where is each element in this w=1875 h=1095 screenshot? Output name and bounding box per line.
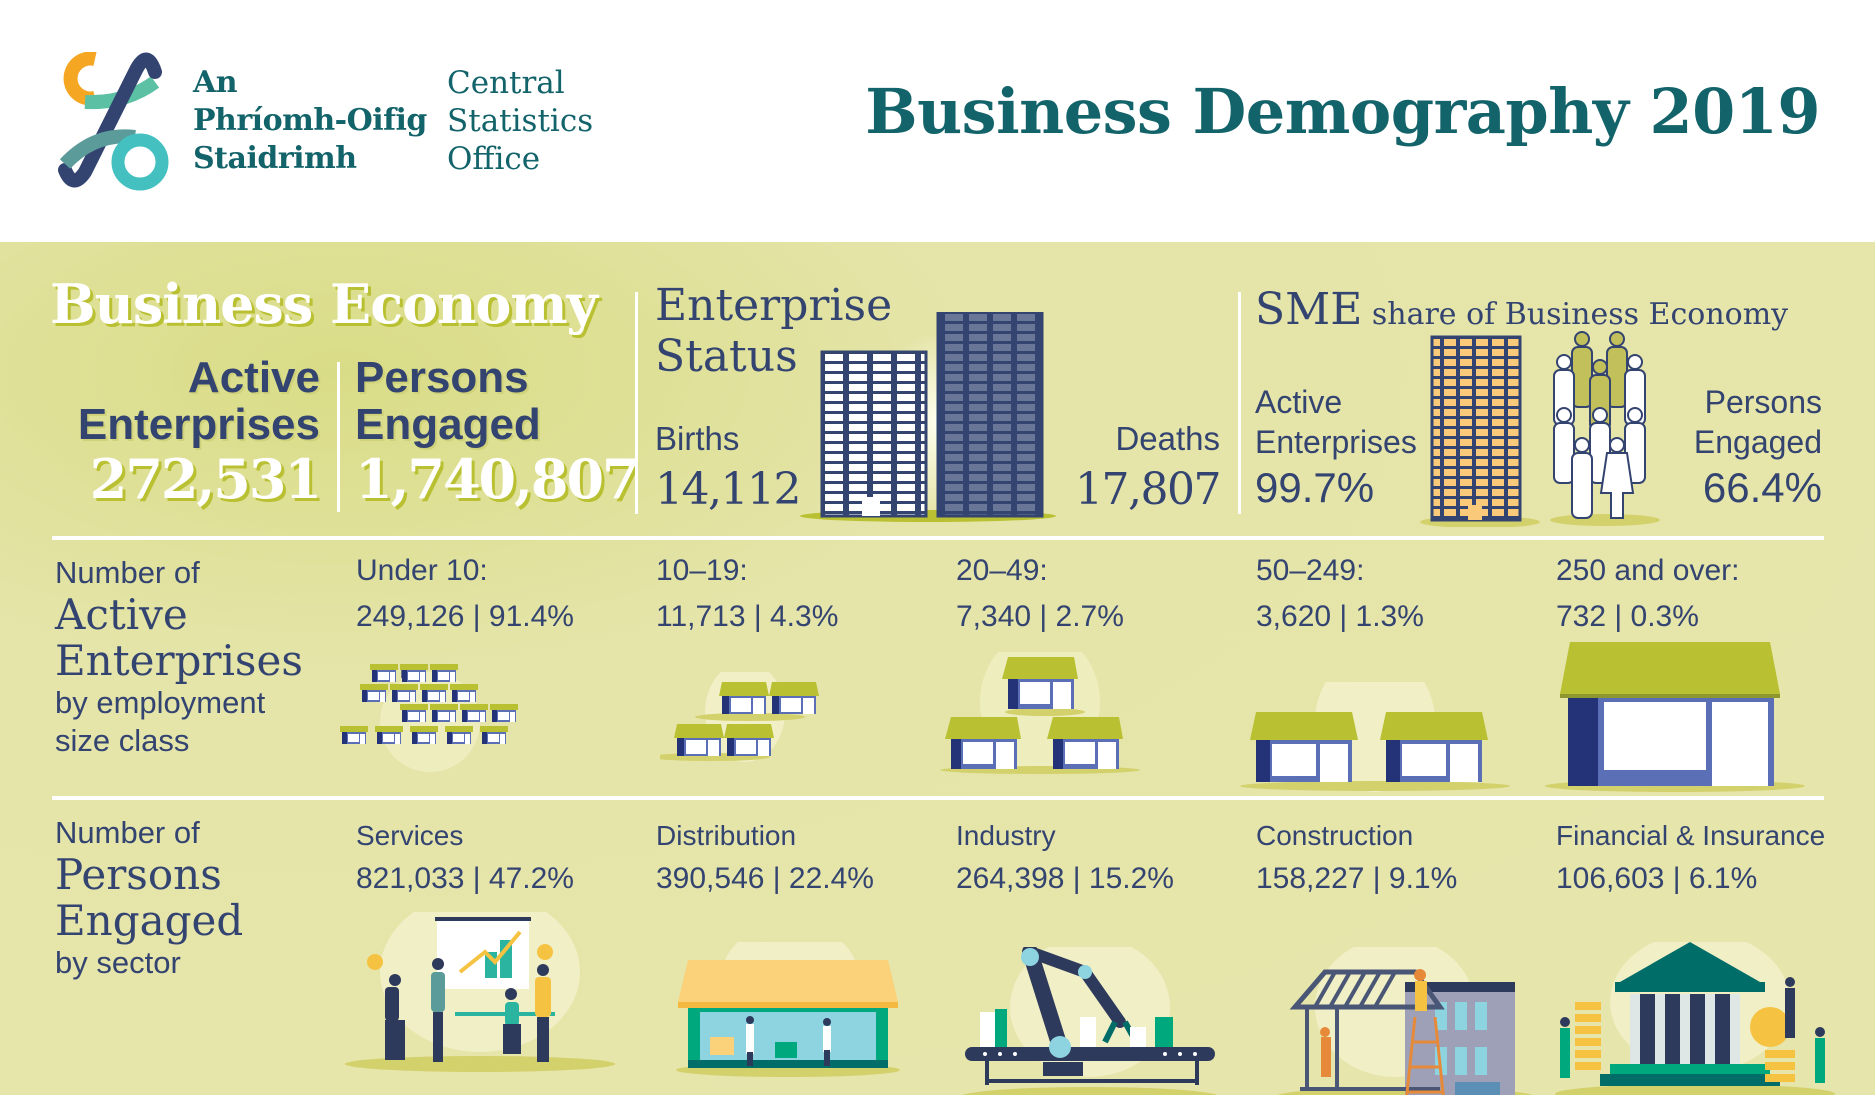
active-enterprises-value: 272,531 [89,447,322,511]
active-enterprises-total: Active Enterprises 272,531 [40,354,322,511]
sme-persons-engaged-label: Persons Engaged [1693,384,1822,460]
distribution-store-icon [676,942,900,1077]
buildings-icon [800,312,1056,522]
small-shops-icon [340,664,518,772]
divider [1238,292,1241,514]
services-meeting-icon [345,912,615,1072]
sme-active-enterprises-label: Active Enterprises [1255,384,1417,460]
sector-distribution: Distribution 390,546 | 22.4% [656,820,874,895]
size-class-50-249: 50–249: 3,620 | 1.3% [1256,554,1424,633]
industry-robot-arm-icon [962,947,1218,1095]
cso-logo-icon [58,52,169,191]
size-class-20-49: 20–49: 7,340 | 2.7% [956,554,1124,633]
header: An Phríomh-Oifig Staidrimh Central Stati… [0,0,1875,242]
deaths-value: 17,807 [1075,464,1221,515]
size-class-under-10: Under 10: 249,126 | 91.4% [356,554,574,633]
size-class-250-over: 250 and over: 732 | 0.3% [1556,554,1740,633]
logo-irish-name: An Phríomh-Oifig Staidrimh [193,65,427,176]
births-label: Births [655,420,740,457]
sme-share-title: SME share of Business Economy [1255,284,1789,335]
construction-building-icon [1277,947,1533,1095]
births-value: 14,112 [655,464,801,515]
size-class-10-19: 10–19: 11,713 | 4.3% [656,554,839,633]
sector-industry: Industry 264,398 | 15.2% [956,820,1174,895]
divider [635,292,638,514]
sme-active-enterprises-value: 99.7% [1255,464,1375,511]
shops-20-49-icon [940,652,1140,774]
shops-50-249-icon [1240,682,1510,792]
size-class-section-title: Number of Active Enterprises by employme… [55,555,303,758]
divider [52,536,1824,540]
infographic-panel: Business Economy Active Enterprises 272,… [0,242,1875,1095]
shops-10-19-icon [660,672,819,762]
sector-section-title: Number of Persons Engaged by sector [55,815,244,980]
building-icon [1420,335,1540,527]
sector-construction: Construction 158,227 | 9.1% [1256,820,1458,895]
persons-engaged-value: 1,740,807 [355,447,640,511]
people-group-icon [1550,331,1660,526]
financial-bank-icon [1555,942,1835,1095]
enterprise-status-title: Enterprise Status [655,280,893,382]
large-shop-icon [1545,642,1805,792]
sector-services: Services 821,033 | 47.2% [356,820,574,895]
divider [52,796,1824,800]
page-title: Business Demography 2019 [865,75,1820,148]
business-economy-title: Business Economy [50,272,598,336]
sector-financial-insurance: Financial & Insurance 106,603 | 6.1% [1556,820,1826,895]
logo-english-name: Central Statistics Office [447,65,594,177]
sme-persons-engaged-value: 66.4% [1702,464,1822,511]
divider [337,362,340,512]
deaths-label: Deaths [1115,420,1220,457]
persons-engaged-total: Persons Engaged 1,740,807 [355,354,655,510]
